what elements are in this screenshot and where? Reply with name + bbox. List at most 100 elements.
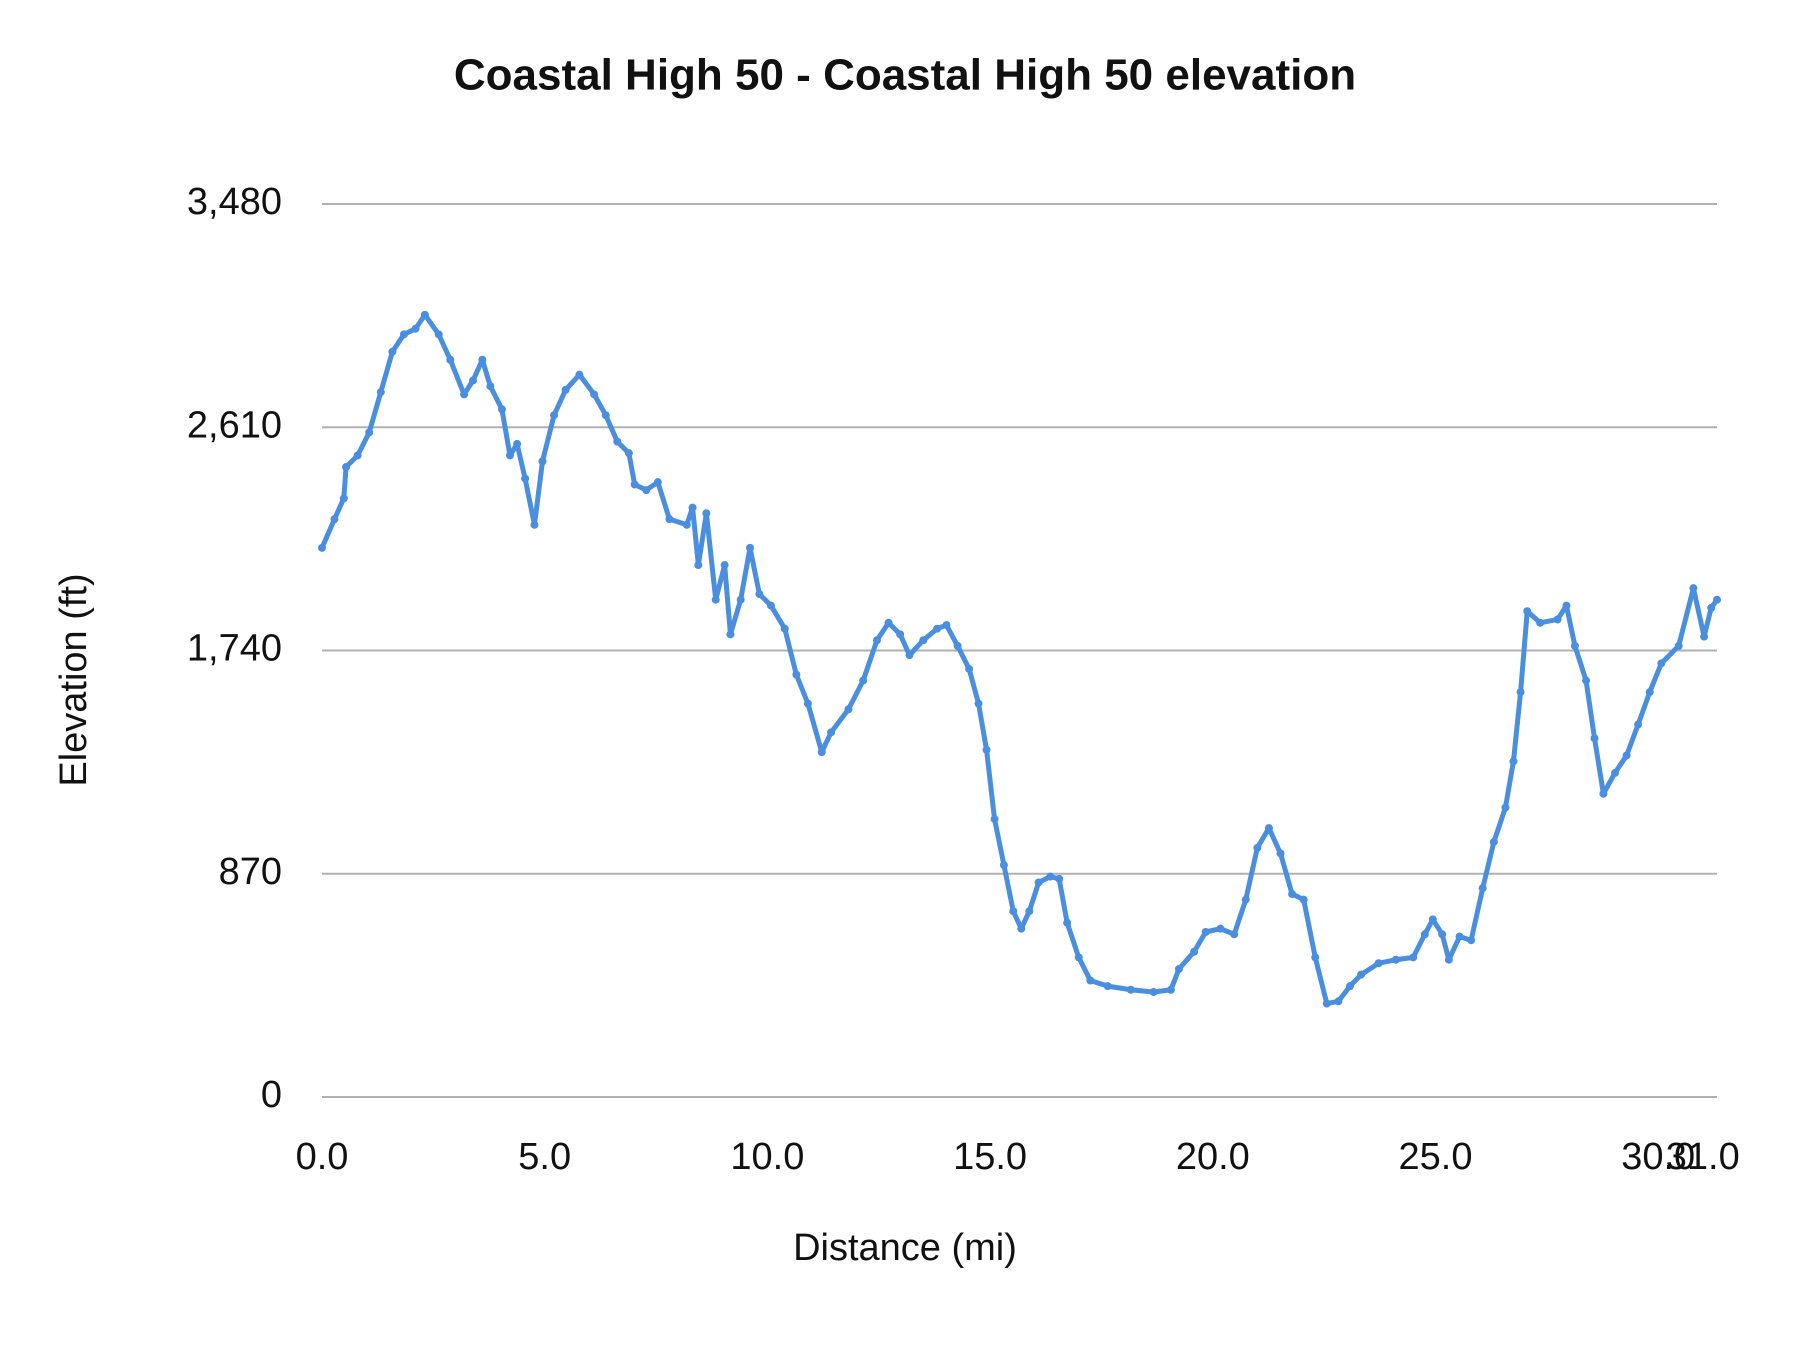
point: [1501, 803, 1510, 812]
point: [630, 480, 639, 489]
point: [682, 520, 691, 529]
point: [624, 449, 633, 458]
point: [318, 543, 326, 552]
point: [720, 561, 729, 570]
point: [999, 861, 1008, 870]
point: [1034, 878, 1043, 887]
x-axis-label: Distance (mi): [793, 1227, 1017, 1269]
point: [497, 405, 506, 414]
x-tick-label: 15.0: [953, 1136, 1027, 1178]
y-tick-label: 870: [219, 851, 282, 893]
chart-title: Coastal High 50 - Coastal High 50 elevat…: [454, 51, 1356, 100]
point: [505, 451, 514, 460]
point: [965, 664, 974, 673]
point: [339, 494, 348, 503]
y-tick-label: 2,610: [187, 404, 282, 446]
point: [711, 595, 720, 604]
elevation-line: [319, 312, 1720, 1007]
x-tick-label: 5.0: [518, 1136, 571, 1178]
point: [844, 705, 853, 714]
point: [1086, 976, 1095, 985]
point: [1046, 872, 1055, 881]
point: [827, 728, 836, 737]
point: [1103, 982, 1112, 991]
x-tick-label: 30.0: [1621, 1136, 1695, 1178]
point: [982, 745, 991, 754]
point: [1707, 603, 1716, 612]
point: [1055, 874, 1064, 883]
point: [1017, 924, 1026, 933]
point: [342, 463, 351, 472]
point: [1025, 907, 1034, 916]
point: [1444, 955, 1453, 964]
point: [1420, 930, 1429, 939]
point: [1166, 985, 1175, 994]
x-tick-label: 0.0: [296, 1136, 349, 1178]
point: [613, 437, 622, 446]
point: [468, 376, 477, 385]
point: [694, 561, 703, 570]
point: [1216, 924, 1225, 933]
point: [1074, 953, 1083, 962]
point: [1201, 928, 1210, 937]
point: [411, 324, 420, 333]
point: [726, 630, 735, 639]
point: [736, 595, 745, 604]
point: [817, 748, 826, 757]
point: [550, 411, 559, 420]
point: [446, 355, 455, 364]
point: [1174, 964, 1183, 973]
point: [575, 370, 584, 379]
point: [353, 451, 362, 460]
point: [919, 636, 928, 645]
y-tick-label: 3,480: [187, 181, 282, 223]
point: [1634, 720, 1643, 729]
point: [1489, 837, 1498, 846]
point: [1657, 659, 1666, 668]
point: [513, 439, 522, 448]
point: [1622, 751, 1631, 760]
point: [561, 385, 570, 394]
point: [1562, 601, 1571, 610]
point: [755, 590, 764, 599]
point: [1428, 915, 1437, 924]
point: [872, 636, 881, 645]
point: [460, 390, 469, 399]
point: [388, 347, 397, 356]
point: [1582, 676, 1591, 685]
point: [530, 520, 539, 529]
point: [1467, 936, 1476, 945]
point: [1288, 890, 1297, 899]
point: [601, 411, 610, 420]
point: [974, 699, 983, 708]
point: [1241, 895, 1250, 904]
point: [792, 670, 801, 679]
point: [1553, 615, 1562, 624]
point: [896, 630, 905, 639]
point: [1455, 932, 1464, 941]
point: [1126, 985, 1135, 994]
point: [1478, 884, 1487, 893]
point: [1276, 849, 1285, 858]
point: [1063, 918, 1072, 927]
x-tick-label: 25.0: [1399, 1136, 1473, 1178]
x-tick-label: 10.0: [730, 1136, 804, 1178]
point: [1149, 988, 1158, 997]
point: [1299, 895, 1308, 904]
point: [780, 624, 789, 633]
point: [1357, 970, 1366, 979]
point: [399, 330, 408, 339]
point: [1438, 930, 1447, 939]
point: [330, 515, 339, 524]
point: [1523, 607, 1532, 616]
point: [1311, 953, 1320, 962]
point: [933, 624, 942, 633]
point: [1391, 955, 1400, 964]
point: [953, 641, 962, 650]
point: [803, 699, 812, 708]
point: [884, 618, 893, 627]
y-tick-label: 0: [261, 1074, 282, 1116]
point: [1264, 824, 1273, 833]
y-axis-label: Elevation (ft): [53, 573, 95, 786]
